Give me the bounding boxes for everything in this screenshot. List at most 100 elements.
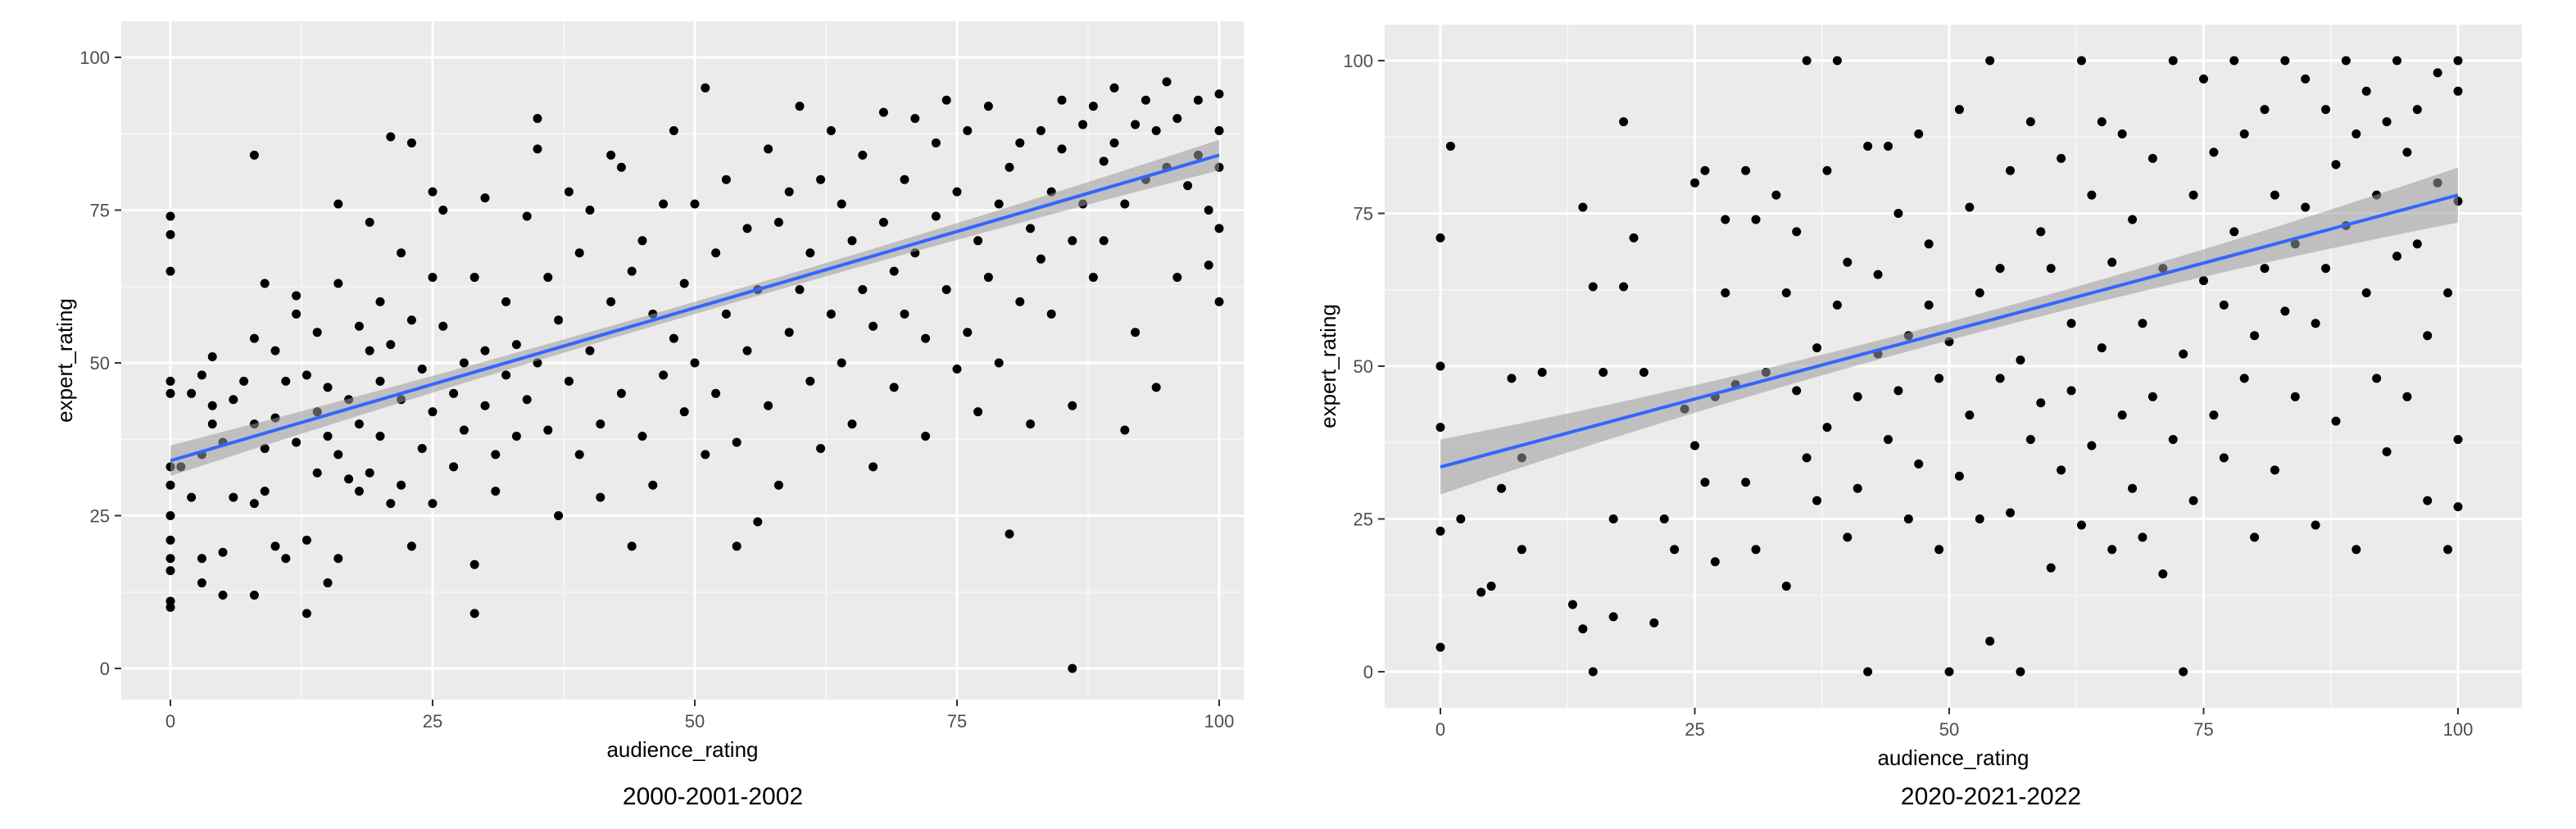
data-point (1822, 423, 1832, 433)
data-point (229, 395, 238, 405)
data-point (187, 388, 197, 398)
data-point (2260, 264, 2270, 274)
data-point (742, 224, 752, 233)
data-point (375, 432, 385, 442)
data-point (2087, 441, 2097, 451)
data-point (1435, 423, 1445, 433)
data-point (249, 150, 259, 160)
data-point (847, 236, 857, 246)
data-point (2016, 356, 2025, 365)
data-point (690, 199, 700, 209)
data-point (2321, 105, 2331, 115)
data-point (941, 284, 951, 294)
data-point (2311, 520, 2320, 530)
data-point (480, 346, 490, 356)
data-point (1670, 545, 1680, 555)
data-point (249, 590, 259, 600)
data-point (2138, 319, 2147, 328)
data-point (2209, 147, 2219, 157)
data-point (554, 511, 564, 520)
data-point (2107, 545, 2117, 555)
x-tick-label: 75 (2193, 719, 2213, 740)
data-point (438, 321, 448, 331)
data-point (2301, 202, 2311, 212)
data-point (1599, 367, 1608, 377)
data-point (1435, 233, 1445, 242)
data-point (344, 474, 354, 484)
data-point (669, 333, 678, 343)
plot-panel (121, 21, 1244, 700)
data-point (386, 499, 396, 509)
data-point (889, 266, 899, 276)
data-point (753, 517, 763, 527)
data-point (1619, 282, 1629, 292)
data-point (501, 370, 511, 380)
data-point (1771, 190, 1781, 200)
data-point (1792, 386, 1802, 396)
data-point (2025, 435, 2035, 445)
data-point (2239, 129, 2249, 139)
data-point (1893, 209, 1903, 218)
data-point (858, 284, 868, 294)
data-point (1690, 441, 1699, 451)
data-point (2057, 153, 2066, 163)
data-point (302, 535, 311, 545)
data-point (292, 291, 302, 301)
data-point (2199, 276, 2208, 286)
data-point (428, 187, 438, 197)
data-point (721, 309, 731, 319)
data-point (1863, 667, 1873, 677)
data-point (1507, 374, 1517, 383)
data-point (218, 590, 228, 600)
data-point (406, 315, 416, 325)
data-point (218, 547, 228, 557)
data-point (1151, 126, 1161, 136)
data-point (952, 187, 962, 197)
data-point (1924, 239, 1934, 249)
data-point (973, 407, 983, 417)
data-point (994, 358, 1004, 368)
data-point (764, 144, 773, 154)
data-point (197, 554, 206, 564)
x-tick-label: 25 (1685, 719, 1704, 740)
data-point (983, 273, 993, 283)
data-point (1068, 236, 1077, 246)
data-point (941, 95, 951, 105)
data-point (386, 340, 396, 350)
data-point (2301, 74, 2311, 84)
data-point (1435, 642, 1445, 652)
data-point (627, 266, 637, 276)
data-point (773, 217, 783, 227)
data-point (406, 541, 416, 551)
data-point (302, 370, 311, 380)
data-point (1005, 162, 1014, 172)
data-point (1934, 545, 1944, 555)
data-point (533, 144, 542, 154)
data-point (1214, 224, 1224, 233)
data-point (197, 578, 206, 588)
data-point (1863, 141, 1873, 151)
y-tick-label: 75 (1354, 204, 1373, 224)
data-point (1015, 297, 1025, 306)
data-point (323, 383, 333, 392)
data-point (805, 248, 815, 258)
data-point (1914, 459, 1924, 469)
data-point (2168, 435, 2178, 445)
y-tick-label: 25 (90, 506, 110, 527)
data-point (2402, 147, 2412, 157)
data-point (2229, 227, 2239, 237)
data-point (585, 206, 595, 215)
data-point (386, 132, 396, 142)
data-point (1721, 215, 1730, 224)
data-point (365, 468, 374, 478)
data-point (1781, 288, 1791, 297)
data-point (2006, 508, 2016, 518)
data-point (701, 450, 710, 460)
data-point (1700, 478, 1710, 487)
data-point (1893, 386, 1903, 396)
data-point (166, 211, 175, 221)
data-point (795, 102, 805, 111)
data-point (166, 511, 175, 520)
data-point (166, 554, 175, 564)
